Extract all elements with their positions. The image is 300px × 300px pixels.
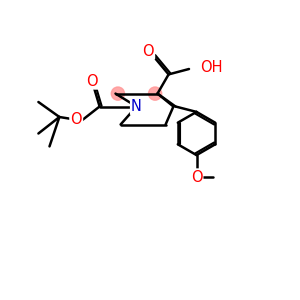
Text: O: O — [191, 169, 202, 184]
Text: O: O — [86, 74, 98, 88]
Text: N: N — [131, 99, 142, 114]
Circle shape — [111, 87, 124, 100]
Text: O: O — [70, 112, 82, 128]
Circle shape — [148, 87, 162, 100]
Text: O: O — [142, 44, 154, 59]
Text: OH: OH — [200, 60, 223, 75]
